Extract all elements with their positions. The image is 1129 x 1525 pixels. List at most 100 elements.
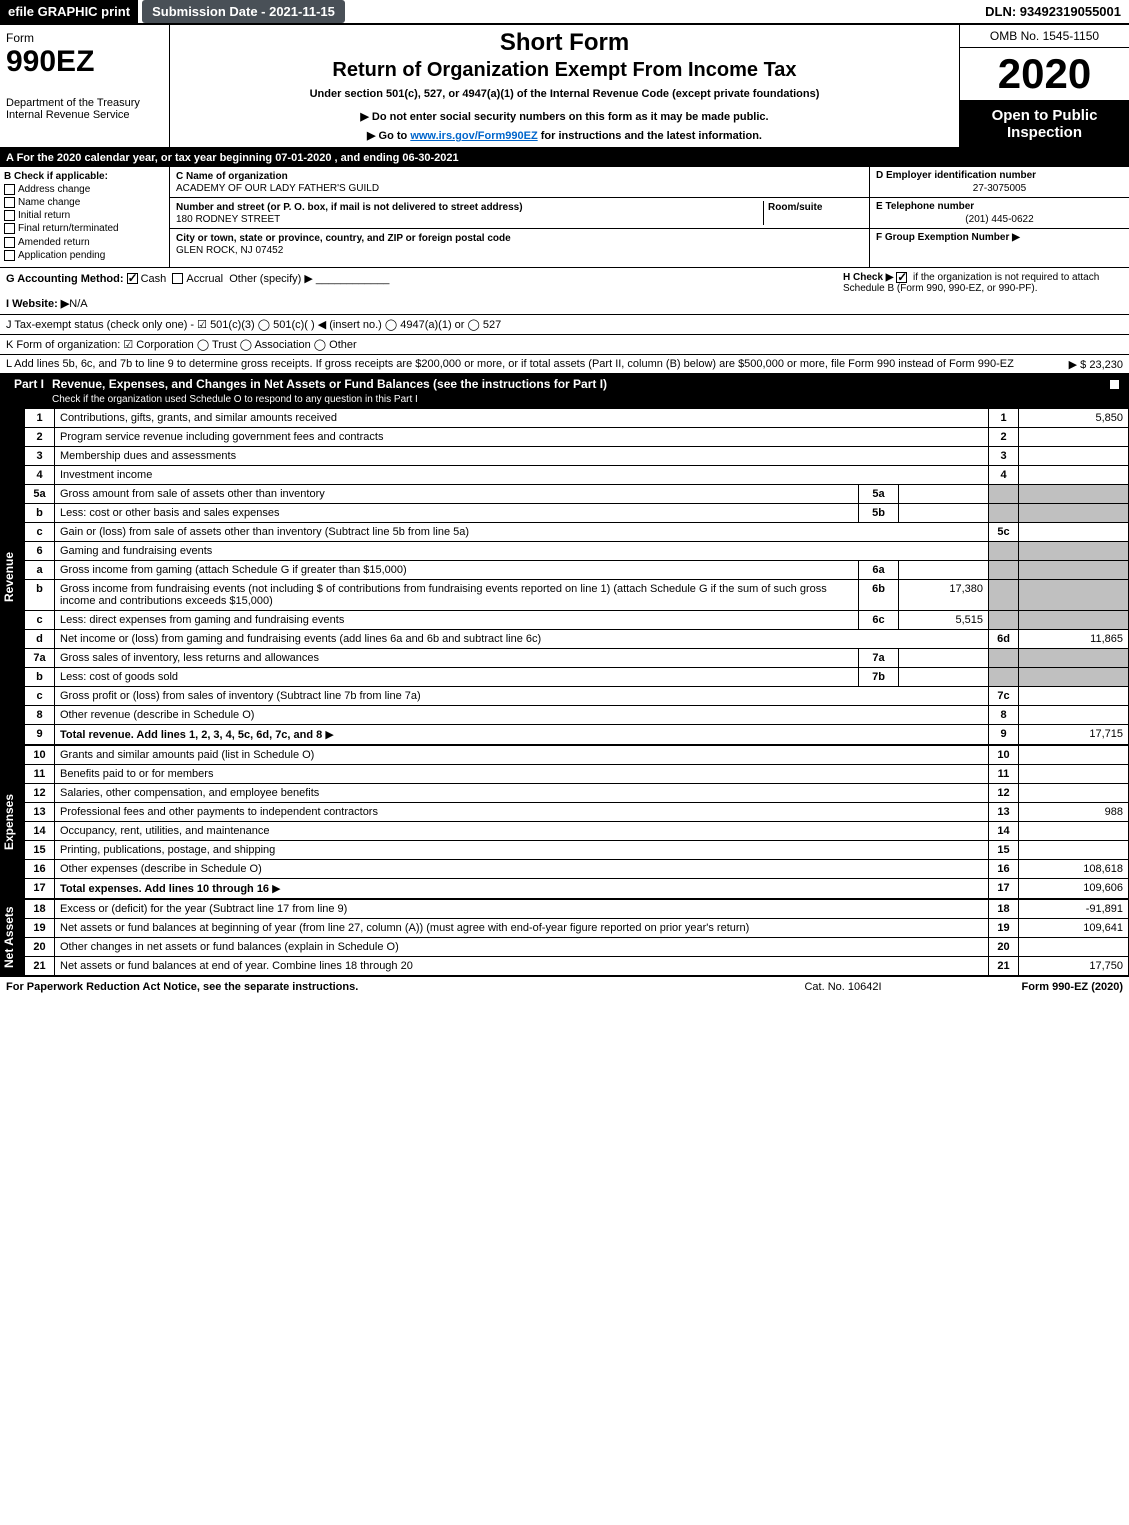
org-name-label: C Name of organization <box>176 171 288 182</box>
part1-sub: Check if the organization used Schedule … <box>52 394 418 405</box>
chk-amended-return[interactable]: Amended return <box>4 237 165 248</box>
chk-name-change[interactable]: Name change <box>4 197 165 208</box>
subtitle-ssn: ▶ Do not enter social security numbers o… <box>174 110 955 123</box>
line-2: 2Program service revenue including gover… <box>25 427 1129 446</box>
form-footer: Form 990-EZ (2020) <box>943 981 1123 993</box>
expenses-tab: Expenses <box>0 745 24 899</box>
irs-link[interactable]: www.irs.gov/Form990EZ <box>410 130 537 142</box>
room-label: Room/suite <box>768 202 822 213</box>
part1-title: Revenue, Expenses, and Changes in Net As… <box>52 377 607 391</box>
g-label: G Accounting Method: <box>6 273 124 285</box>
line-17: 17Total expenses. Add lines 10 through 1… <box>25 878 1129 898</box>
h-label: H Check ▶ <box>843 272 893 283</box>
netassets-tab: Net Assets <box>0 899 24 976</box>
chk-schedule-o[interactable] <box>1109 379 1120 390</box>
chk-application-pending[interactable]: Application pending <box>4 250 165 261</box>
submission-date: Submission Date - 2021-11-15 <box>142 0 345 23</box>
ein-label: D Employer identification number <box>876 170 1036 181</box>
line-8: 8Other revenue (describe in Schedule O)8 <box>25 705 1129 724</box>
line-5b: bLess: cost or other basis and sales exp… <box>25 503 1129 522</box>
street-value: 180 RODNEY STREET <box>176 214 280 225</box>
org-name-row: C Name of organizationACADEMY OF OUR LAD… <box>170 167 869 198</box>
title-short-form: Short Form <box>174 29 955 57</box>
form-number: 990EZ <box>6 45 163 79</box>
chk-cash[interactable] <box>127 273 138 284</box>
row-gh: G Accounting Method: Cash Accrual Other … <box>0 268 1129 315</box>
department: Department of the Treasury Internal Reve… <box>6 97 163 121</box>
city-value: GLEN ROCK, NJ 07452 <box>176 245 283 256</box>
goto-post: for instructions and the latest informat… <box>538 130 762 142</box>
subtitle-section: Under section 501(c), 527, or 4947(a)(1)… <box>174 88 955 100</box>
schedule-b-check: H Check ▶ if the organization is not req… <box>843 272 1123 310</box>
line-6: 6Gaming and fundraising events <box>25 541 1129 560</box>
line-5a: 5aGross amount from sale of assets other… <box>25 484 1129 503</box>
line-11: 11Benefits paid to or for members11 <box>25 764 1129 783</box>
col-c: C Name of organizationACADEMY OF OUR LAD… <box>170 167 869 267</box>
chk-accrual[interactable] <box>172 273 183 284</box>
open-inspection: Open to Public Inspection <box>960 101 1129 147</box>
line-13: 13Professional fees and other payments t… <box>25 802 1129 821</box>
line-12: 12Salaries, other compensation, and empl… <box>25 783 1129 802</box>
group-exemption-row: F Group Exemption Number ▶ <box>870 229 1129 246</box>
page-footer: For Paperwork Reduction Act Notice, see … <box>0 976 1129 997</box>
street-row: Number and street (or P. O. box, if mail… <box>170 198 869 229</box>
group-exemption-label: F Group Exemption Number ▶ <box>876 232 1020 243</box>
tax-year: 2020 <box>960 48 1129 101</box>
chk-final-return[interactable]: Final return/terminated <box>4 223 165 234</box>
i-label: I Website: ▶ <box>6 298 69 310</box>
line-20: 20Other changes in net assets or fund ba… <box>25 937 1129 956</box>
form-label: Form <box>6 31 163 45</box>
expenses-table: 10Grants and similar amounts paid (list … <box>24 745 1129 899</box>
form-header: Form 990EZ Department of the Treasury In… <box>0 25 1129 149</box>
paperwork-notice: For Paperwork Reduction Act Notice, see … <box>6 981 743 993</box>
accounting-method: G Accounting Method: Cash Accrual Other … <box>6 272 843 310</box>
dln: DLN: 93492319055001 <box>977 0 1129 23</box>
tax-exempt-status: J Tax-exempt status (check only one) - ☑… <box>0 315 1129 335</box>
form-of-organization: K Form of organization: ☑ Corporation ◯ … <box>0 335 1129 355</box>
ein-row: D Employer identification number27-30750… <box>870 167 1129 198</box>
line-15: 15Printing, publications, postage, and s… <box>25 840 1129 859</box>
chk-initial-return[interactable]: Initial return <box>4 210 165 221</box>
efile-label: efile GRAPHIC print <box>0 0 138 23</box>
line-14: 14Occupancy, rent, utilities, and mainte… <box>25 821 1129 840</box>
street-label: Number and street (or P. O. box, if mail… <box>176 202 523 213</box>
line-10: 10Grants and similar amounts paid (list … <box>25 745 1129 764</box>
row-l-amount: ▶ $ 23,230 <box>1069 358 1123 371</box>
line-19: 19Net assets or fund balances at beginni… <box>25 918 1129 937</box>
subtitle-goto: ▶ Go to www.irs.gov/Form990EZ for instru… <box>174 129 955 142</box>
line-21: 21Net assets or fund balances at end of … <box>25 956 1129 975</box>
city-label: City or town, state or province, country… <box>176 233 511 244</box>
revenue-section: Revenue 1Contributions, gifts, grants, a… <box>0 408 1129 745</box>
col-b-header: B Check if applicable: <box>4 171 165 182</box>
chk-address-change[interactable]: Address change <box>4 184 165 195</box>
goto-pre: ▶ Go to <box>367 130 410 142</box>
expenses-section: Expenses 10Grants and similar amounts pa… <box>0 745 1129 899</box>
title-return: Return of Organization Exempt From Incom… <box>174 59 955 82</box>
line-6c: cLess: direct expenses from gaming and f… <box>25 610 1129 629</box>
header-right: OMB No. 1545-1150 2020 Open to Public In… <box>959 25 1129 147</box>
part1-number: Part I <box>6 377 52 405</box>
phone-row: E Telephone number (201) 445-0622 <box>870 198 1129 229</box>
cat-number: Cat. No. 10642I <box>743 981 943 993</box>
line-6b: bGross income from fundraising events (n… <box>25 579 1129 610</box>
line-6d: dNet income or (loss) from gaming and fu… <box>25 629 1129 648</box>
phone-label: E Telephone number <box>876 201 974 212</box>
phone-value: (201) 445-0622 <box>876 214 1123 225</box>
chk-schedule-b[interactable] <box>896 272 907 283</box>
section-bcdef: B Check if applicable: Address change Na… <box>0 167 1129 268</box>
row-l-text: L Add lines 5b, 6c, and 7b to line 9 to … <box>6 358 1014 370</box>
netassets-table: 18Excess or (deficit) for the year (Subt… <box>24 899 1129 976</box>
line-6a: aGross income from gaming (attach Schedu… <box>25 560 1129 579</box>
revenue-tab: Revenue <box>0 408 24 745</box>
line-1: 1Contributions, gifts, grants, and simil… <box>25 408 1129 427</box>
revenue-table: 1Contributions, gifts, grants, and simil… <box>24 408 1129 745</box>
org-name-value: ACADEMY OF OUR LADY FATHER'S GUILD <box>176 183 379 194</box>
line-7c: cGross profit or (loss) from sales of in… <box>25 686 1129 705</box>
part1-header: Part I Revenue, Expenses, and Changes in… <box>0 374 1129 408</box>
line-7b: bLess: cost of goods sold7b <box>25 667 1129 686</box>
omb-number: OMB No. 1545-1150 <box>960 25 1129 48</box>
netassets-section: Net Assets 18Excess or (deficit) for the… <box>0 899 1129 976</box>
website-value: N/A <box>69 298 87 310</box>
city-row: City or town, state or province, country… <box>170 229 869 259</box>
header-left: Form 990EZ Department of the Treasury In… <box>0 25 170 147</box>
